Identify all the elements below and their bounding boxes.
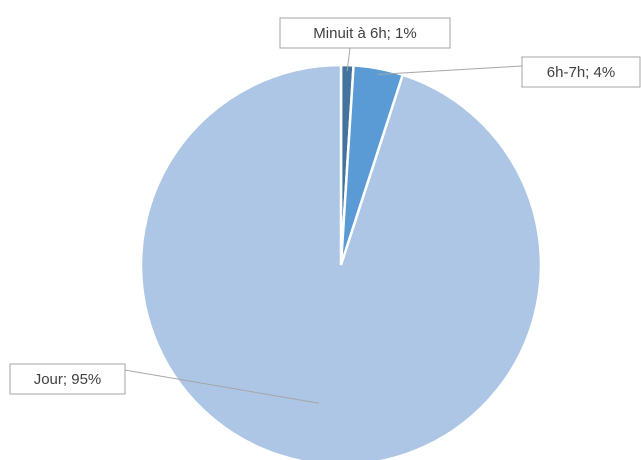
label-box [9,363,126,395]
leader-line [346,47,351,72]
pie-slice [139,63,543,460]
leader-line [377,65,523,75]
data-label: Minuit à 6h; 1% [313,25,416,42]
leader-line [124,369,320,404]
data-label: 6h-7h; 4% [547,64,615,81]
label-box [521,56,641,88]
label-box [279,17,451,49]
data-label: Jour; 95% [34,371,102,388]
